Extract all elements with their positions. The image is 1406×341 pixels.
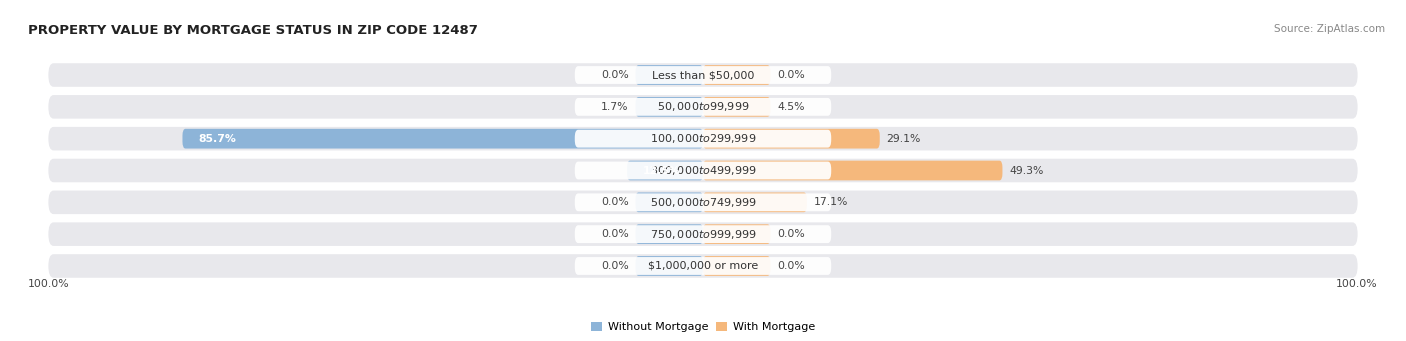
FancyBboxPatch shape xyxy=(48,222,1358,246)
Text: $750,000 to $999,999: $750,000 to $999,999 xyxy=(650,228,756,241)
Text: 0.0%: 0.0% xyxy=(778,229,806,239)
Legend: Without Mortgage, With Mortgage: Without Mortgage, With Mortgage xyxy=(586,317,820,337)
Text: 4.5%: 4.5% xyxy=(778,102,804,112)
FancyBboxPatch shape xyxy=(627,161,703,180)
Text: $100,000 to $299,999: $100,000 to $299,999 xyxy=(650,132,756,145)
Text: 0.0%: 0.0% xyxy=(600,229,628,239)
FancyBboxPatch shape xyxy=(636,224,703,244)
Text: 49.3%: 49.3% xyxy=(1010,165,1043,176)
FancyBboxPatch shape xyxy=(48,254,1358,278)
FancyBboxPatch shape xyxy=(703,129,880,149)
FancyBboxPatch shape xyxy=(48,127,1358,150)
FancyBboxPatch shape xyxy=(636,256,703,276)
FancyBboxPatch shape xyxy=(575,257,831,275)
Text: Source: ZipAtlas.com: Source: ZipAtlas.com xyxy=(1274,24,1385,34)
FancyBboxPatch shape xyxy=(575,98,831,116)
FancyBboxPatch shape xyxy=(703,224,770,244)
Text: $1,000,000 or more: $1,000,000 or more xyxy=(648,261,758,271)
Text: Less than $50,000: Less than $50,000 xyxy=(652,70,754,80)
Text: 0.0%: 0.0% xyxy=(778,261,806,271)
Text: 0.0%: 0.0% xyxy=(600,261,628,271)
Text: 100.0%: 100.0% xyxy=(28,279,70,289)
FancyBboxPatch shape xyxy=(48,63,1358,87)
Text: 0.0%: 0.0% xyxy=(778,70,806,80)
Text: 1.7%: 1.7% xyxy=(602,102,628,112)
Text: $500,000 to $749,999: $500,000 to $749,999 xyxy=(650,196,756,209)
Text: 85.7%: 85.7% xyxy=(198,134,236,144)
FancyBboxPatch shape xyxy=(703,192,807,212)
Text: 0.0%: 0.0% xyxy=(600,197,628,207)
FancyBboxPatch shape xyxy=(575,162,831,179)
Text: $50,000 to $99,999: $50,000 to $99,999 xyxy=(657,100,749,113)
FancyBboxPatch shape xyxy=(575,130,831,148)
FancyBboxPatch shape xyxy=(575,66,831,84)
FancyBboxPatch shape xyxy=(575,193,831,211)
FancyBboxPatch shape xyxy=(636,65,703,85)
FancyBboxPatch shape xyxy=(575,225,831,243)
FancyBboxPatch shape xyxy=(48,95,1358,119)
FancyBboxPatch shape xyxy=(636,97,703,117)
FancyBboxPatch shape xyxy=(636,192,703,212)
Text: 100.0%: 100.0% xyxy=(1336,279,1378,289)
FancyBboxPatch shape xyxy=(703,65,770,85)
FancyBboxPatch shape xyxy=(183,129,703,149)
Text: $300,000 to $499,999: $300,000 to $499,999 xyxy=(650,164,756,177)
FancyBboxPatch shape xyxy=(703,97,770,117)
FancyBboxPatch shape xyxy=(703,161,1002,180)
Text: 12.5%: 12.5% xyxy=(644,165,681,176)
Text: 0.0%: 0.0% xyxy=(600,70,628,80)
Text: 29.1%: 29.1% xyxy=(887,134,921,144)
Text: 17.1%: 17.1% xyxy=(814,197,848,207)
Text: PROPERTY VALUE BY MORTGAGE STATUS IN ZIP CODE 12487: PROPERTY VALUE BY MORTGAGE STATUS IN ZIP… xyxy=(28,24,478,37)
FancyBboxPatch shape xyxy=(48,159,1358,182)
FancyBboxPatch shape xyxy=(703,256,770,276)
FancyBboxPatch shape xyxy=(48,191,1358,214)
